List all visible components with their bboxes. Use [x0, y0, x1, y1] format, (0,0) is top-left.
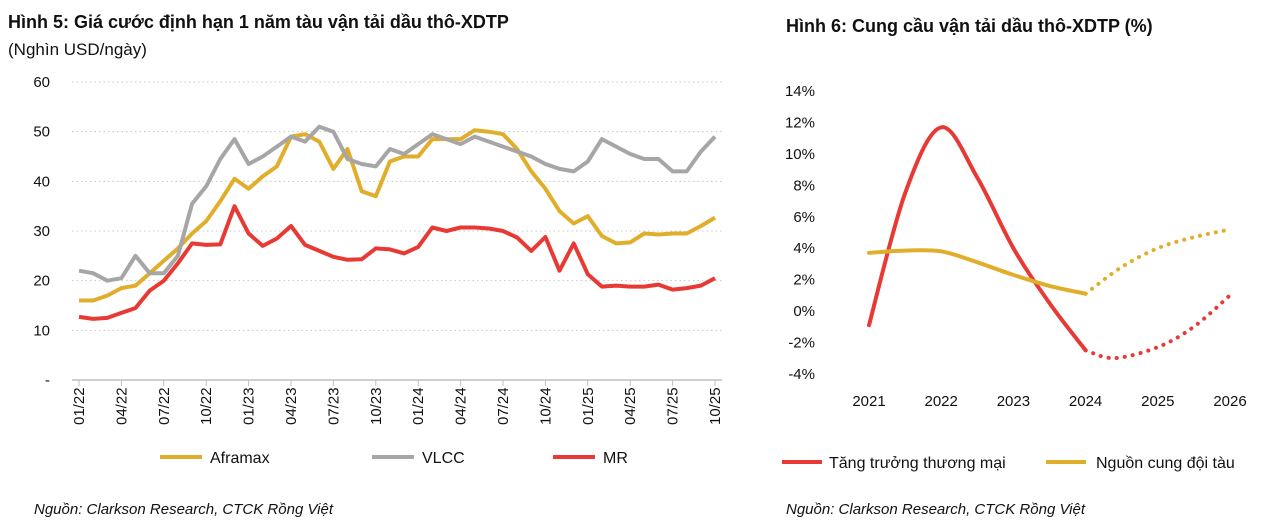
chart-2-title: Hình 6: Cung cầu vận tải dầu thô-XDTP (%…	[786, 16, 1153, 36]
series-line-supply	[867, 248, 1088, 296]
series-forecast-supply	[1083, 227, 1232, 296]
y-tick-label: 4%	[793, 240, 815, 257]
x-tick-label: 01/25	[580, 387, 597, 425]
chart-1-subtitle: (Nghìn USD/ngày)	[8, 40, 147, 59]
chart-1-title: Hình 5: Giá cước định hạn 1 năm tàu vận …	[8, 12, 509, 32]
x-tick-label: 07/25	[665, 387, 682, 425]
x-tick-label: 07/24	[495, 387, 512, 425]
x-tick-label: 2026	[1213, 393, 1246, 410]
x-tick-label: 07/23	[325, 387, 342, 425]
x-tick-label: 10/24	[537, 387, 554, 425]
legend-label: Tăng trưởng thương mại	[829, 455, 1006, 472]
x-tick-label: 2025	[1141, 393, 1174, 410]
legend-label: Nguồn cung đội tàu	[1096, 455, 1235, 472]
chart-2: Hình 6: Cung cầu vận tải dầu thô-XDTP (%…	[782, 16, 1247, 518]
x-tick-label: 04/22	[113, 387, 130, 425]
y-tick-label: 10%	[785, 146, 815, 163]
series-line-aframax	[79, 128, 717, 303]
x-tick-label: 01/23	[241, 387, 258, 425]
x-tick-label: 2024	[1069, 393, 1102, 410]
x-tick-label: 01/22	[71, 387, 88, 425]
x-tick-label: 01/24	[410, 387, 427, 425]
y-tick-label: 40	[33, 173, 50, 190]
x-tick-label: 04/24	[453, 387, 470, 425]
x-tick-label: 10/23	[368, 387, 385, 425]
x-tick-label: 04/25	[622, 387, 639, 425]
y-tick-label: 0%	[793, 303, 815, 320]
y-tick-label: -	[45, 372, 50, 389]
y-tick-label: 8%	[793, 177, 815, 194]
x-tick-label: 10/22	[198, 387, 215, 425]
y-tick-label: -2%	[788, 334, 815, 351]
series-forecast-trade	[1083, 293, 1232, 361]
legend-label: MR	[603, 450, 628, 467]
legend-label: Aframax	[210, 450, 270, 467]
chart-1: Hình 5: Giá cước định hạn 1 năm tàu vận …	[8, 12, 724, 518]
x-tick-label: 10/25	[707, 387, 724, 425]
series-line-vlcc	[78, 124, 717, 283]
x-tick-label: 2021	[852, 393, 885, 410]
chart-1-source: Nguồn: Clarkson Research, CTCK Rồng Việt	[34, 501, 334, 518]
y-tick-label: 20	[33, 273, 50, 290]
chart-2-source: Nguồn: Clarkson Research, CTCK Rồng Việt	[786, 501, 1086, 518]
x-tick-label: 07/22	[156, 387, 173, 425]
legend-label: VLCC	[422, 450, 465, 467]
series-line-mr	[78, 204, 716, 321]
y-tick-label: -4%	[788, 366, 815, 383]
y-tick-label: 2%	[793, 272, 815, 289]
y-tick-label: 60	[33, 74, 50, 91]
y-tick-label: 12%	[785, 115, 815, 132]
y-tick-label: 14%	[785, 83, 815, 100]
y-tick-label: 30	[33, 223, 50, 240]
x-tick-label: 04/23	[283, 387, 300, 425]
x-tick-label: 2022	[925, 393, 958, 410]
series-line-trade	[867, 125, 1088, 353]
x-tick-label: 2023	[997, 393, 1030, 410]
y-tick-label: 6%	[793, 209, 815, 226]
y-tick-label: 10	[33, 322, 50, 339]
y-tick-label: 50	[33, 124, 50, 141]
